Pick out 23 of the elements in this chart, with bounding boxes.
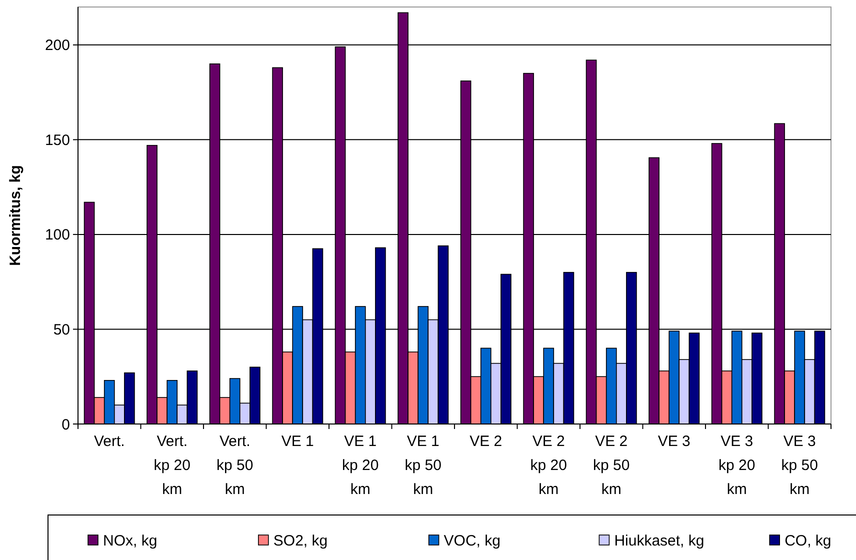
legend-label: Hiukkaset, kg [614,532,704,550]
y-tick-label: 150 [44,132,70,149]
y-tick-label: 100 [44,226,70,244]
x-tick-label: Vert. [94,433,125,450]
x-tick-label: VE 2 kp 50 km [593,433,630,498]
y-tick-label: 200 [44,37,70,54]
y-axis-title: Kuormitus, kg [7,165,24,266]
x-tick-label: VE 2 [470,433,502,450]
x-tick-label: VE 1 [281,433,314,450]
x-tick-label: Vert. kp 50 km [216,433,254,498]
x-tick-label: VE 3 kp 50 km [781,433,818,498]
x-tick-label: VE 3 [658,433,690,450]
legend-label: VOC, kg [444,532,500,550]
y-tick-label: 0 [62,416,70,434]
legend-label: NOx, kg [103,532,158,550]
x-tick-label: VE 1 kp 50 km [404,433,442,498]
x-tick-label: VE 2 kp 20 km [530,433,567,498]
x-tick-label: VE 3 kp 20 km [718,433,756,498]
y-tick-label: 50 [53,321,70,338]
x-tick-label: Vert. kp 20 km [154,433,190,498]
legend-label: CO, kg [784,532,832,550]
legend-label: SO2, kg [273,532,328,550]
x-tick-label: VE 1 kp 20 km [342,433,379,498]
